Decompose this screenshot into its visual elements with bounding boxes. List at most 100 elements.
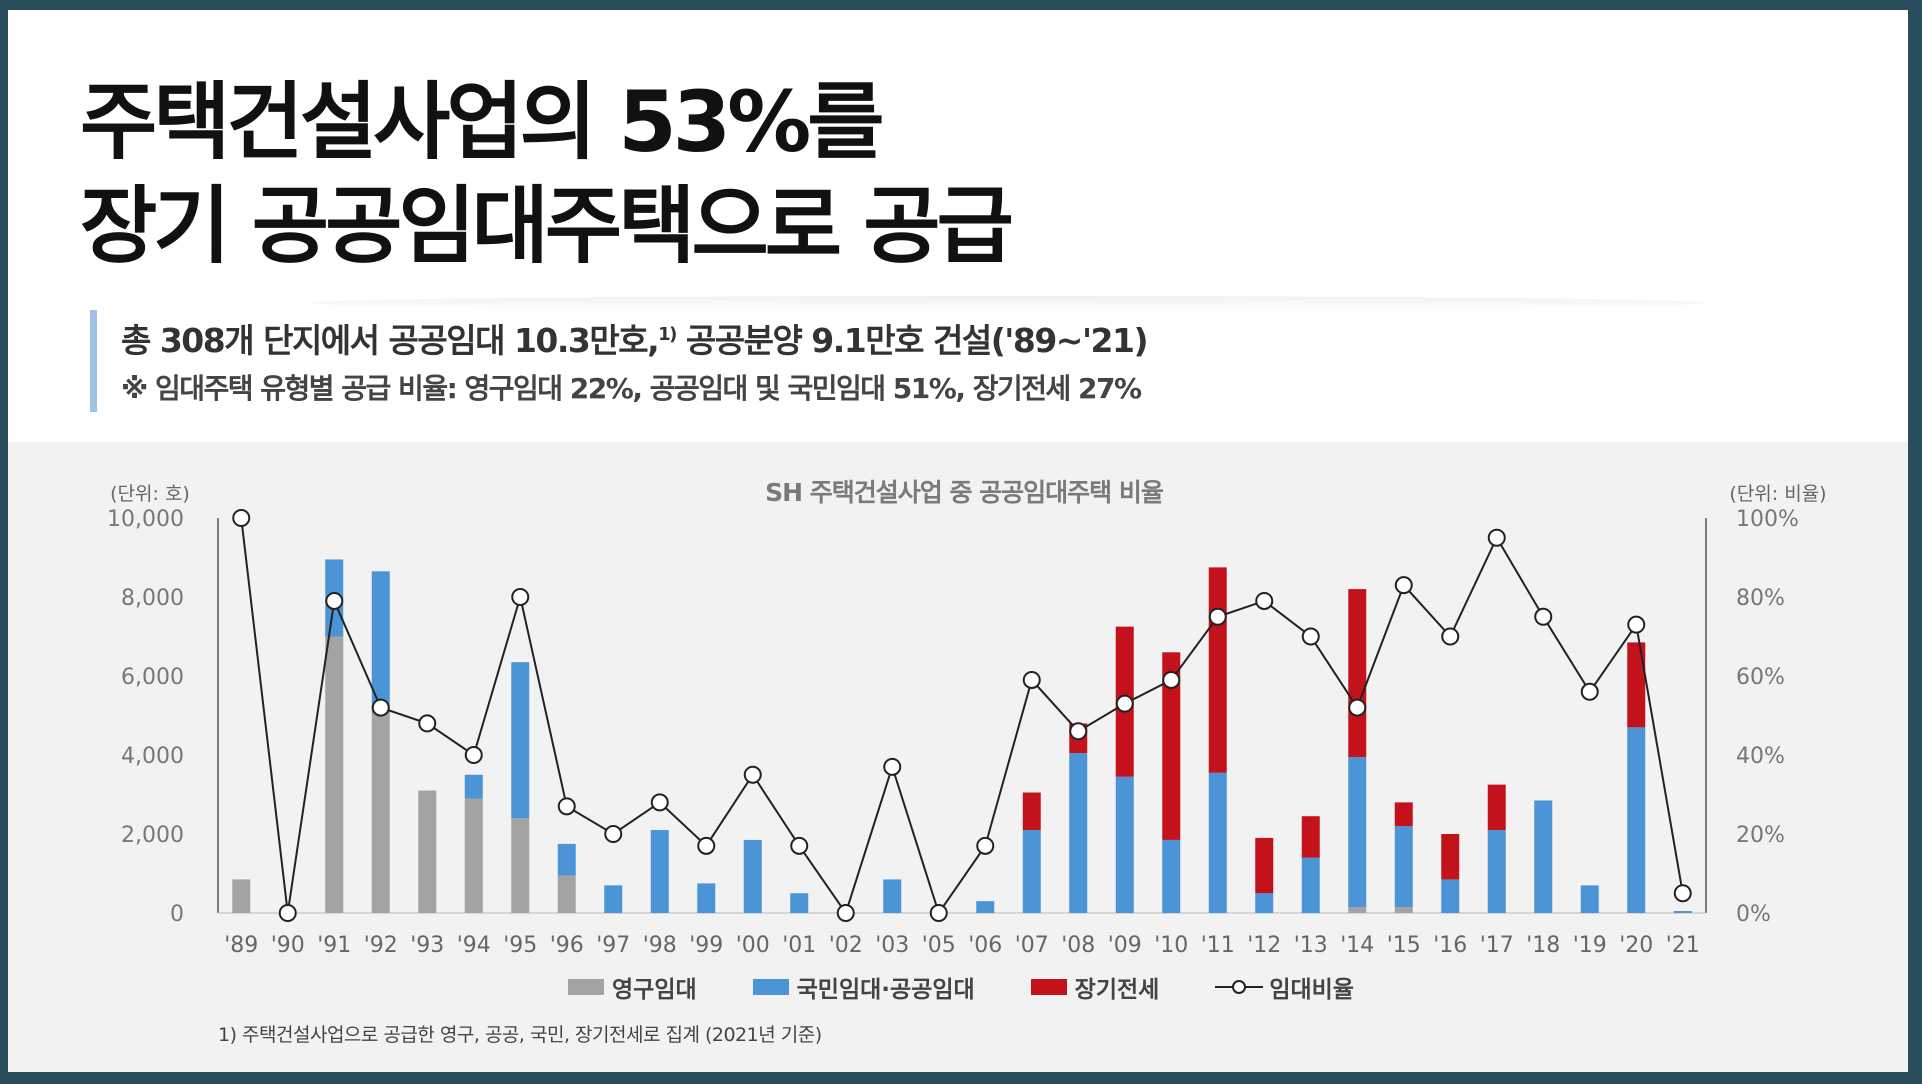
bar-national-public [1022, 830, 1041, 913]
ratio-point [650, 793, 669, 812]
bar-national-public [743, 839, 762, 913]
legend-label-ratio: 임대비율 [1269, 977, 1354, 1003]
x-tick-label: '19 [1573, 933, 1607, 958]
bar-national-public [1534, 800, 1553, 913]
bar-national-public [1627, 727, 1646, 913]
ratio-point [1069, 722, 1088, 741]
bar-national-public [1255, 893, 1274, 913]
bar-national-public [1162, 839, 1181, 913]
y-right-tick-label: 20% [1736, 823, 1785, 848]
y-left-tick-label: 2,000 [121, 823, 184, 848]
ratio-point [1301, 627, 1320, 646]
y-right-tick-label: 60% [1736, 665, 1785, 690]
ratio-point [371, 698, 390, 717]
x-tick-label: '89 [224, 933, 258, 958]
subtitle-main: 총 308개 단지에서 공공임대 10.3만호, [121, 321, 660, 360]
ratio-point [1580, 682, 1599, 701]
bar-jeonse [1301, 816, 1320, 858]
chart-title: SH 주택건설사업 중 공공임대주택 비율 [765, 478, 1164, 507]
y-left-unit: (단위: 호) [110, 483, 190, 505]
bar-permanent [464, 798, 483, 913]
bar-national-public [976, 901, 995, 913]
x-tick-label: '97 [596, 933, 630, 958]
x-tick-label: '17 [1480, 933, 1514, 958]
x-tick-label: '93 [410, 933, 444, 958]
y-right-tick-label: 80% [1736, 586, 1785, 611]
ratio-point [1208, 607, 1227, 626]
bar-national-public [1580, 885, 1599, 913]
x-tick-label: '01 [782, 933, 816, 958]
x-tick-label: '91 [317, 933, 351, 958]
ratio-point [1115, 694, 1134, 713]
x-tick-label: '21 [1666, 933, 1700, 958]
x-tick-label: '06 [968, 933, 1002, 958]
x-tick-label: '10 [1154, 933, 1188, 958]
ratio-point [697, 836, 716, 855]
legend-label-jeonse: 장기전세 [1074, 977, 1160, 1003]
ratio-point [464, 746, 483, 764]
x-tick-label: '95 [503, 933, 537, 958]
y-right-tick-label: 100% [1736, 507, 1799, 532]
chart-panel [8, 442, 1908, 1072]
ratio-point [1348, 698, 1367, 717]
bar-national-public [1301, 857, 1320, 913]
x-tick-label: '94 [457, 933, 491, 958]
bar-national-public [1115, 776, 1134, 913]
y-left-tick-label: 4,000 [121, 744, 184, 769]
bar-jeonse [1487, 784, 1506, 831]
bar-jeonse [1208, 567, 1227, 773]
ratio-point [511, 588, 530, 606]
bar-national-public [1394, 826, 1413, 908]
swatch-national-public [752, 979, 789, 995]
line-marker-icon [1215, 980, 1264, 994]
subtitle-block: 총 308개 단지에서 공공임대 10.3만호,1) 공공분양 9.1만호 건설… [90, 310, 1149, 412]
y-right-unit: (단위: 비율) [1729, 483, 1826, 505]
bar-national-public [1487, 830, 1506, 913]
legend-label-national-public: 국민임대·공공임대 [796, 977, 975, 1003]
bar-national-public [883, 879, 902, 913]
ratio-line [240, 517, 1684, 916]
ratio-point [743, 765, 762, 784]
legend-item-permanent: 영구임대 [568, 970, 697, 1004]
swatch-jeonse [1030, 979, 1067, 995]
legend-item-national-public: 국민임대·공공임대 [752, 970, 975, 1004]
headline-line-2: 장기 공공임대주택으로 공급 [80, 177, 1014, 275]
ratio-point [1627, 615, 1646, 634]
ratio-point [325, 591, 344, 610]
swatch-permanent [568, 979, 604, 995]
x-tick-label: '05 [922, 933, 956, 958]
bars-layer [232, 559, 1692, 913]
ratio-point [790, 836, 809, 855]
bar-jeonse [1441, 834, 1460, 880]
ratio-point [883, 757, 902, 776]
bar-jeonse [1162, 652, 1181, 840]
bar-national-public [1441, 879, 1460, 913]
y-left-ticks: 10,000 8,000 6,000 4,000 2,000 0 [107, 507, 184, 927]
x-tick-label: '08 [1061, 933, 1095, 958]
bar-jeonse [1627, 642, 1646, 728]
x-tick-label: '99 [689, 933, 723, 958]
y-right-tick-label: 0% [1736, 902, 1771, 927]
y-left-tick-label: 10,000 [107, 507, 184, 532]
bar-national-public [371, 571, 390, 714]
ratio-point [557, 797, 576, 816]
bar-permanent [418, 790, 437, 913]
x-tick-label: '92 [364, 933, 398, 958]
bar-permanent [232, 879, 251, 913]
x-tick-label: '12 [1247, 933, 1281, 958]
headline: 주택건설사업의 53%를 장기 공공임대주택으로 공급 [80, 70, 1014, 278]
bar-jeonse [1022, 792, 1041, 831]
bar-permanent [557, 875, 576, 913]
subtitle-line-2: ※ 임대주택 유형별 공급 비율: 영구임대 22%, 공공임대 및 국민임대 … [121, 372, 1142, 405]
bar-national-public [790, 893, 809, 913]
x-tick-label: '00 [736, 933, 770, 958]
y-left-tick-label: 8,000 [121, 586, 184, 611]
x-tick-label: '16 [1433, 933, 1467, 958]
ratio-point [1394, 576, 1413, 595]
bar-national-public [1348, 756, 1367, 908]
ratio-point [1673, 884, 1692, 903]
legend: 영구임대 국민임대·공공임대 장기전세 임대비율 [568, 970, 1410, 1004]
bar-jeonse [1348, 589, 1367, 757]
x-tick-label: '15 [1387, 933, 1421, 958]
